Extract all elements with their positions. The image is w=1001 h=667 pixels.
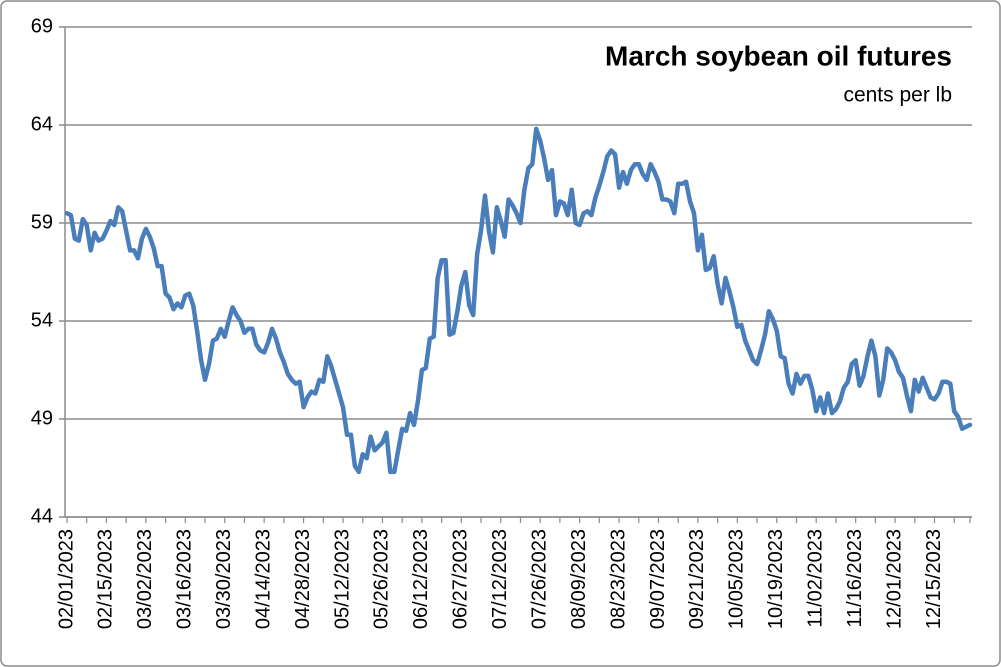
- x-tick-label: 03/30/2023: [213, 529, 235, 629]
- x-tick-label: 04/28/2023: [292, 529, 314, 629]
- x-tick-label: 06/27/2023: [450, 529, 472, 629]
- x-tick-label: 03/02/2023: [134, 529, 156, 629]
- x-tick-label: 03/16/2023: [174, 529, 196, 629]
- y-tick-label: 54: [31, 309, 53, 331]
- x-tick-label: 08/23/2023: [607, 529, 629, 629]
- y-tick-label: 49: [31, 407, 53, 429]
- x-tick-label: 02/15/2023: [95, 529, 117, 629]
- x-tick-label: 12/15/2023: [923, 529, 945, 629]
- x-tick-label: 11/02/2023: [804, 529, 826, 628]
- data-line: [64, 126, 973, 475]
- y-tick-label: 64: [31, 113, 53, 135]
- x-tick-label: 09/07/2023: [647, 529, 669, 629]
- y-tick-label: 69: [31, 15, 53, 37]
- x-tick-label: 11/16/2023: [844, 529, 866, 628]
- x-tick-label: 08/09/2023: [568, 529, 590, 629]
- x-tick-label: 05/26/2023: [371, 529, 393, 629]
- y-tick-label: 44: [31, 505, 53, 527]
- y-tick-label: 59: [31, 211, 53, 233]
- x-tick-label: 10/19/2023: [765, 529, 787, 629]
- chart-title: March soybean oil futures: [605, 40, 952, 71]
- chart-subtitle: cents per lb: [843, 84, 952, 107]
- x-tick-label: 05/12/2023: [331, 529, 353, 629]
- x-tick-label: 07/26/2023: [528, 529, 550, 629]
- x-tick-label: 02/01/2023: [55, 529, 77, 629]
- x-tick-label: 12/01/2023: [883, 529, 905, 629]
- x-tick-label: 10/05/2023: [726, 529, 748, 629]
- x-tick-label: 06/12/2023: [410, 529, 432, 629]
- x-tick-label: 07/12/2023: [489, 529, 511, 629]
- x-tick-label: 09/21/2023: [686, 529, 708, 629]
- x-tick-label: 04/14/2023: [252, 529, 274, 629]
